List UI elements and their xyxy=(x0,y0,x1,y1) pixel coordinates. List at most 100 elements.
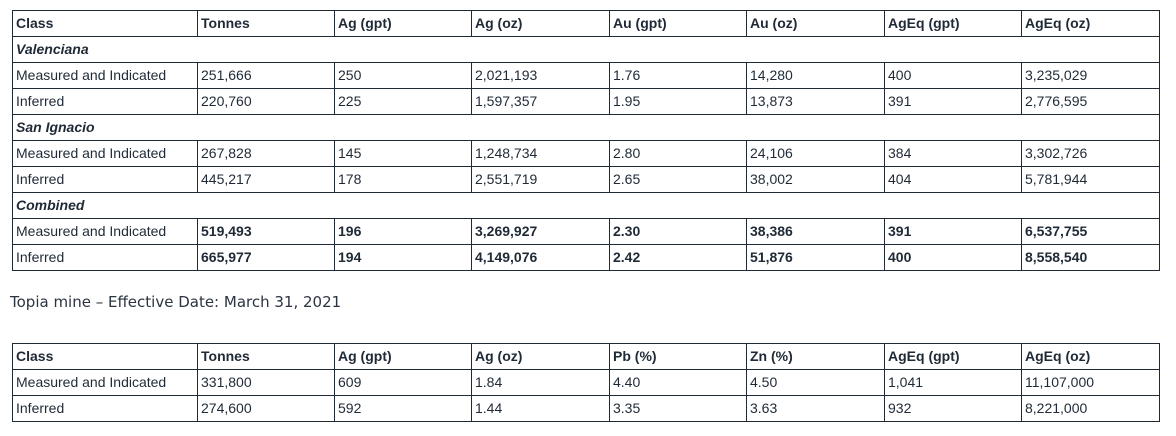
cell-ag-gpt: 225 xyxy=(334,88,472,115)
header-tonnes: Tonnes xyxy=(197,10,335,37)
header-ag-gpt: Ag (gpt) xyxy=(334,343,472,370)
header-ag-gpt: Ag (gpt) xyxy=(334,10,472,37)
section-title: Combined xyxy=(12,192,1160,219)
header-ag-oz: Ag (oz) xyxy=(471,343,610,370)
cell-tonnes: 331,800 xyxy=(197,369,335,396)
cell-ag-gpt: 145 xyxy=(334,140,472,167)
section-title: Valenciana xyxy=(12,36,1160,63)
resource-table-topia: Class Tonnes Ag (gpt) Ag (oz) Pb (%) Zn … xyxy=(12,343,1160,422)
section-row-valenciana: Valenciana xyxy=(12,36,1160,63)
cell-class: Measured and Indicated xyxy=(12,62,198,89)
cell-ageq-gpt: 932 xyxy=(884,395,1022,422)
cell-ag-oz: 4,149,076 xyxy=(471,244,610,271)
cell-ageq-gpt: 384 xyxy=(884,140,1022,167)
table-row: Inferred 445,217 178 2,551,719 2.65 38,0… xyxy=(12,166,1160,193)
header-zn-pct: Zn (%) xyxy=(746,343,885,370)
header-au-oz: Au (oz) xyxy=(746,10,885,37)
table-row: Measured and Indicated 251,666 250 2,021… xyxy=(12,62,1160,89)
cell-ag-oz: 3,269,927 xyxy=(471,218,610,245)
section-row-san-ignacio: San Ignacio xyxy=(12,114,1160,141)
cell-ageq-oz: 8,221,000 xyxy=(1021,395,1160,422)
cell-ag-gpt: 592 xyxy=(334,395,472,422)
table-row: Measured and Indicated 519,493 196 3,269… xyxy=(12,218,1160,245)
section-row-combined: Combined xyxy=(12,192,1160,219)
cell-pb-pct: 4.40 xyxy=(609,369,747,396)
cell-au-gpt: 2.80 xyxy=(609,140,747,167)
table-header-row: Class Tonnes Ag (gpt) Ag (oz) Au (gpt) A… xyxy=(12,10,1160,37)
cell-ag-oz: 1.44 xyxy=(471,395,610,422)
cell-tonnes: 519,493 xyxy=(197,218,335,245)
cell-ageq-gpt: 404 xyxy=(884,166,1022,193)
cell-au-oz: 14,280 xyxy=(746,62,885,89)
cell-au-oz: 38,386 xyxy=(746,218,885,245)
cell-ageq-oz: 5,781,944 xyxy=(1021,166,1160,193)
cell-ag-gpt: 250 xyxy=(334,62,472,89)
topia-caption: Topia mine – Effective Date: March 31, 2… xyxy=(10,293,342,311)
header-ageq-gpt: AgEq (gpt) xyxy=(884,10,1022,37)
header-class: Class xyxy=(12,10,198,37)
cell-tonnes: 220,760 xyxy=(197,88,335,115)
cell-ageq-oz: 8,558,540 xyxy=(1021,244,1160,271)
header-ageq-oz: AgEq (oz) xyxy=(1021,10,1160,37)
cell-tonnes: 445,217 xyxy=(197,166,335,193)
cell-zn-pct: 3.63 xyxy=(746,395,885,422)
table2-body: Class Tonnes Ag (gpt) Ag (oz) Pb (%) Zn … xyxy=(12,343,1160,422)
cell-au-gpt: 2.65 xyxy=(609,166,747,193)
cell-class: Measured and Indicated xyxy=(12,218,198,245)
cell-au-oz: 38,002 xyxy=(746,166,885,193)
table-row: Inferred 220,760 225 1,597,357 1.95 13,8… xyxy=(12,88,1160,115)
cell-ageq-oz: 6,537,755 xyxy=(1021,218,1160,245)
table1-body: Class Tonnes Ag (gpt) Ag (oz) Au (gpt) A… xyxy=(12,10,1160,271)
table-row: Inferred 274,600 592 1.44 3.35 3.63 932 … xyxy=(12,395,1160,422)
cell-ageq-gpt: 1,041 xyxy=(884,369,1022,396)
header-pb-pct: Pb (%) xyxy=(609,343,747,370)
cell-class: Inferred xyxy=(12,244,198,271)
table-row: Measured and Indicated 267,828 145 1,248… xyxy=(12,140,1160,167)
cell-ageq-oz: 3,302,726 xyxy=(1021,140,1160,167)
cell-tonnes: 274,600 xyxy=(197,395,335,422)
header-ageq-gpt: AgEq (gpt) xyxy=(884,343,1022,370)
cell-ageq-oz: 2,776,595 xyxy=(1021,88,1160,115)
cell-tonnes: 251,666 xyxy=(197,62,335,89)
cell-ageq-gpt: 391 xyxy=(884,218,1022,245)
cell-class: Inferred xyxy=(12,166,198,193)
table-header-row: Class Tonnes Ag (gpt) Ag (oz) Pb (%) Zn … xyxy=(12,343,1160,370)
cell-ag-oz: 1,597,357 xyxy=(471,88,610,115)
header-ageq-oz: AgEq (oz) xyxy=(1021,343,1160,370)
cell-ageq-gpt: 400 xyxy=(884,244,1022,271)
cell-au-gpt: 1.95 xyxy=(609,88,747,115)
cell-ag-oz: 2,021,193 xyxy=(471,62,610,89)
header-tonnes: Tonnes xyxy=(197,343,335,370)
cell-au-gpt: 2.42 xyxy=(609,244,747,271)
cell-pb-pct: 3.35 xyxy=(609,395,747,422)
cell-ag-oz: 2,551,719 xyxy=(471,166,610,193)
cell-ag-gpt: 609 xyxy=(334,369,472,396)
cell-au-oz: 13,873 xyxy=(746,88,885,115)
cell-au-gpt: 1.76 xyxy=(609,62,747,89)
cell-ageq-gpt: 400 xyxy=(884,62,1022,89)
section-title: San Ignacio xyxy=(12,114,1160,141)
table-row: Inferred 665,977 194 4,149,076 2.42 51,8… xyxy=(12,244,1160,271)
cell-ag-gpt: 178 xyxy=(334,166,472,193)
header-au-gpt: Au (gpt) xyxy=(609,10,747,37)
cell-class: Measured and Indicated xyxy=(12,369,198,396)
cell-zn-pct: 4.50 xyxy=(746,369,885,396)
cell-ageq-oz: 3,235,029 xyxy=(1021,62,1160,89)
cell-class: Inferred xyxy=(12,395,198,422)
cell-tonnes: 267,828 xyxy=(197,140,335,167)
resource-table-valenciana-san-ignacio: Class Tonnes Ag (gpt) Ag (oz) Au (gpt) A… xyxy=(12,10,1160,271)
cell-ag-oz: 1.84 xyxy=(471,369,610,396)
cell-class: Measured and Indicated xyxy=(12,140,198,167)
cell-ag-gpt: 194 xyxy=(334,244,472,271)
table-row: Measured and Indicated 331,800 609 1.84 … xyxy=(12,369,1160,396)
cell-tonnes: 665,977 xyxy=(197,244,335,271)
cell-ag-gpt: 196 xyxy=(334,218,472,245)
cell-au-oz: 24,106 xyxy=(746,140,885,167)
cell-ageq-gpt: 391 xyxy=(884,88,1022,115)
cell-class: Inferred xyxy=(12,88,198,115)
header-ag-oz: Ag (oz) xyxy=(471,10,610,37)
cell-ag-oz: 1,248,734 xyxy=(471,140,610,167)
cell-ageq-oz: 11,107,000 xyxy=(1021,369,1160,396)
cell-au-oz: 51,876 xyxy=(746,244,885,271)
header-class: Class xyxy=(12,343,198,370)
